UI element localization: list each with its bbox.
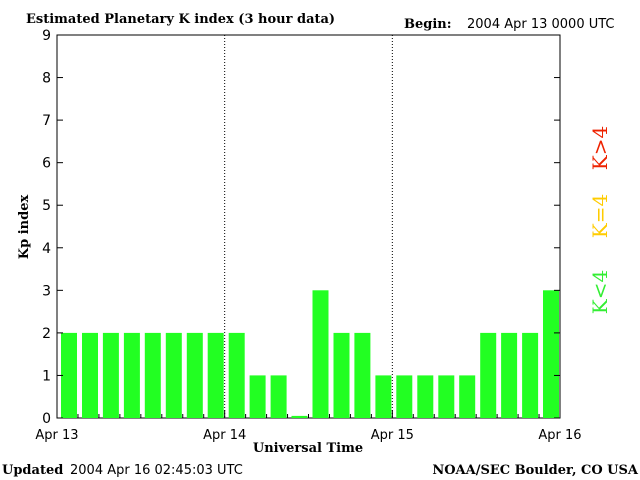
bar [291, 415, 308, 418]
legend-k-greater-4: K>4 [588, 126, 612, 170]
legend-k-equal-4: K=4 [588, 194, 612, 238]
x-tick-label: Apr 14 [203, 428, 246, 443]
legend-k-less-4: K<4 [588, 270, 612, 314]
y-tick-label: 7 [42, 113, 51, 129]
x-tick-label: Apr 16 [538, 428, 581, 443]
bar [480, 332, 497, 418]
y-tick-label: 3 [42, 283, 51, 299]
bar [312, 290, 329, 418]
bar [82, 332, 98, 418]
begin-label: Begin: [404, 17, 452, 32]
bar [207, 332, 224, 418]
bar [438, 375, 455, 418]
y-axis: 0 1 2 3 4 5 6 7 8 9 [42, 28, 560, 427]
bar [375, 375, 392, 418]
source-credit: NOAA/SEC Boulder, CO USA [432, 463, 639, 478]
y-tick-label: 1 [42, 368, 51, 384]
y-tick-label: 6 [42, 156, 51, 172]
bar [102, 332, 119, 418]
bar [270, 375, 287, 418]
bar [501, 332, 518, 418]
bar [61, 332, 77, 418]
chart-title: Estimated Planetary K index (3 hour data… [26, 12, 335, 27]
bar [165, 332, 182, 418]
bar [417, 375, 434, 418]
bar [522, 332, 539, 418]
y-tick-label: 4 [42, 241, 51, 257]
updated-label: Updated [2, 463, 63, 478]
x-tick-label: Apr 15 [371, 428, 414, 443]
begin-value: 2004 Apr 13 0000 UTC [467, 17, 615, 32]
x-axis: Apr 13 Apr 14 Apr 15 Apr 16 [35, 410, 582, 443]
updated-value: 2004 Apr 16 02:45:03 UTC [70, 463, 243, 478]
bar [396, 375, 413, 418]
x-tick-label: Apr 13 [35, 428, 78, 443]
y-tick-label: 5 [42, 198, 51, 214]
bar [249, 375, 266, 418]
bar [354, 332, 371, 418]
y-tick-label: 9 [42, 28, 51, 44]
bar [228, 332, 245, 418]
x-axis-label: Universal Time [253, 441, 363, 456]
y-tick-label: 0 [42, 411, 51, 427]
y-axis-label: Kp index [17, 195, 32, 260]
day-separators [224, 35, 393, 418]
bar [123, 332, 140, 418]
y-tick-label: 8 [42, 71, 51, 87]
bar [543, 290, 559, 418]
bar [333, 332, 350, 418]
bar [144, 332, 161, 418]
y-tick-label: 2 [42, 326, 51, 342]
bars [61, 290, 559, 418]
bar [186, 332, 203, 418]
bar [459, 375, 476, 418]
